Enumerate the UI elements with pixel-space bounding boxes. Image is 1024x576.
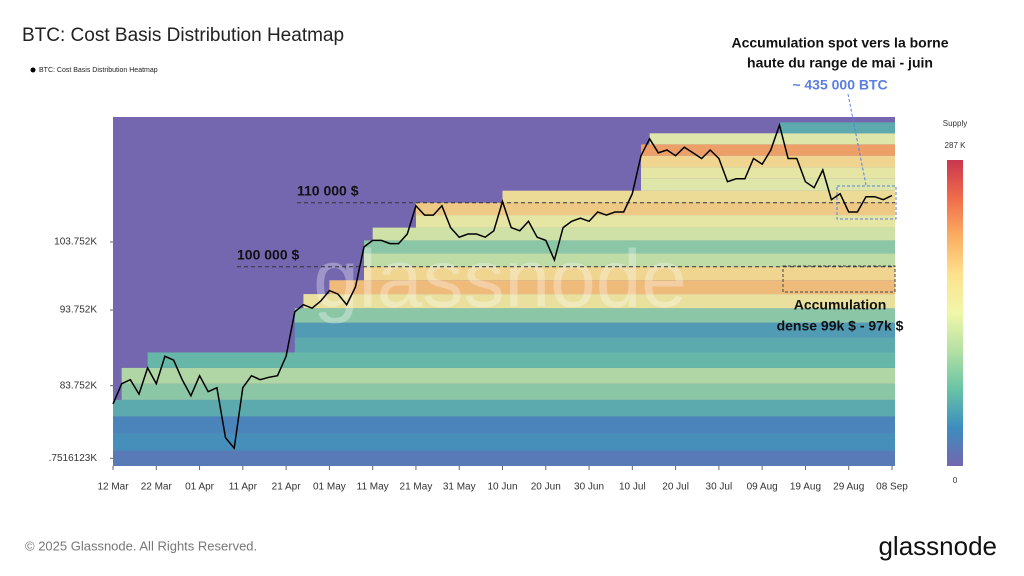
y-tick-label: 103.752K bbox=[54, 237, 97, 248]
annotation-amount: ~ 435 000 BTC bbox=[792, 77, 887, 93]
footer: © 2025 Glassnode. All Rights Reserved. bbox=[25, 538, 257, 553]
x-tick-label: 10 Jun bbox=[487, 482, 517, 493]
heatmap-band bbox=[364, 240, 895, 254]
x-tick-label: 31 May bbox=[443, 482, 476, 493]
annotation-text: dense 99k $ - 97k $ bbox=[777, 318, 904, 334]
annotation-arrow bbox=[847, 93, 867, 186]
x-tick-label: 11 May bbox=[357, 482, 389, 493]
y-tick-label: 83.752K bbox=[60, 380, 98, 391]
y-tick-label: 93.752K bbox=[60, 305, 98, 316]
reference-label: 110 000 $ bbox=[297, 182, 359, 198]
annotation-box bbox=[836, 185, 897, 220]
annotation-box bbox=[782, 265, 896, 293]
heatmap-band bbox=[121, 367, 895, 384]
heatmap-band bbox=[294, 337, 895, 353]
x-tick-label: 01 May bbox=[313, 482, 346, 493]
heatmap-band bbox=[113, 416, 895, 434]
heatmap-band bbox=[640, 178, 895, 191]
x-tick-label: 21 Apr bbox=[272, 482, 302, 493]
heatmap-band bbox=[294, 322, 895, 338]
x-tick-label: 09 Aug bbox=[747, 482, 778, 493]
heatmap-band bbox=[113, 450, 895, 466]
heatmap-band bbox=[364, 253, 895, 267]
heatmap-band bbox=[640, 167, 895, 179]
heatmap-band bbox=[640, 155, 895, 168]
heatmap-band bbox=[415, 215, 895, 228]
annotation-text: haute du range de mai - juin bbox=[747, 55, 933, 71]
legend-label: BTC: Cost Basis Distribution Heatmap bbox=[39, 67, 158, 74]
annotation-text: Accumulation bbox=[794, 297, 887, 313]
heatmap-band bbox=[415, 202, 895, 216]
heatmap-band bbox=[502, 190, 895, 203]
x-tick-label: 30 Jun bbox=[574, 482, 604, 493]
colorbar-tick-label: 287 K bbox=[945, 141, 967, 150]
heatmap-band bbox=[364, 266, 895, 281]
x-tick-label: 12 Mar bbox=[97, 482, 129, 493]
chart-title: BTC: Cost Basis Distribution Heatmap bbox=[22, 25, 344, 46]
y-tick-label: .7516123K bbox=[49, 453, 98, 464]
logo: glassnode bbox=[878, 531, 997, 561]
colorbar-title: Supply bbox=[943, 119, 967, 128]
heatmap-band bbox=[121, 383, 895, 400]
x-tick-label: 21 May bbox=[400, 482, 433, 493]
x-tick-label: 20 Jul bbox=[662, 482, 689, 493]
heatmap-band bbox=[329, 280, 895, 295]
heatmap-band bbox=[113, 399, 895, 417]
reference-label: 100 000 $ bbox=[237, 246, 299, 262]
heatmap-band bbox=[303, 294, 895, 309]
colorbar bbox=[947, 160, 963, 466]
annotation-text: Accumulation spot vers la borne bbox=[731, 35, 948, 51]
overlay: 110 000 $ 100 000 $ .7516123K 83.752K 93.752… bbox=[49, 122, 967, 493]
x-tick-label: 01 Apr bbox=[185, 482, 215, 493]
x-tick-label: 10 Jul bbox=[619, 482, 646, 493]
x-tick-label: 08 Sep bbox=[876, 482, 908, 493]
colorbar-tick-label: 0 bbox=[953, 476, 958, 485]
plot-area: glassnode bbox=[113, 117, 895, 466]
heatmap-band bbox=[779, 122, 895, 134]
heatmap-band bbox=[649, 133, 895, 145]
price-line bbox=[112, 122, 893, 450]
x-tick-label: 29 Aug bbox=[833, 482, 864, 493]
watermark: glassnode bbox=[313, 234, 687, 325]
x-tick-label: 19 Aug bbox=[790, 482, 821, 493]
heatmap-band bbox=[113, 433, 895, 451]
x-tick-label: 11 Apr bbox=[229, 482, 258, 493]
heatmap-band bbox=[372, 227, 895, 241]
x-tick-label: 30 Jul bbox=[706, 482, 733, 493]
x-tick-label: 22 Mar bbox=[141, 482, 173, 493]
heatmap-band bbox=[147, 352, 895, 368]
x-tick-label: 20 Jun bbox=[531, 482, 561, 493]
legend-marker bbox=[30, 67, 36, 73]
heatmap-band bbox=[294, 308, 895, 323]
heatmap-band bbox=[640, 144, 895, 156]
